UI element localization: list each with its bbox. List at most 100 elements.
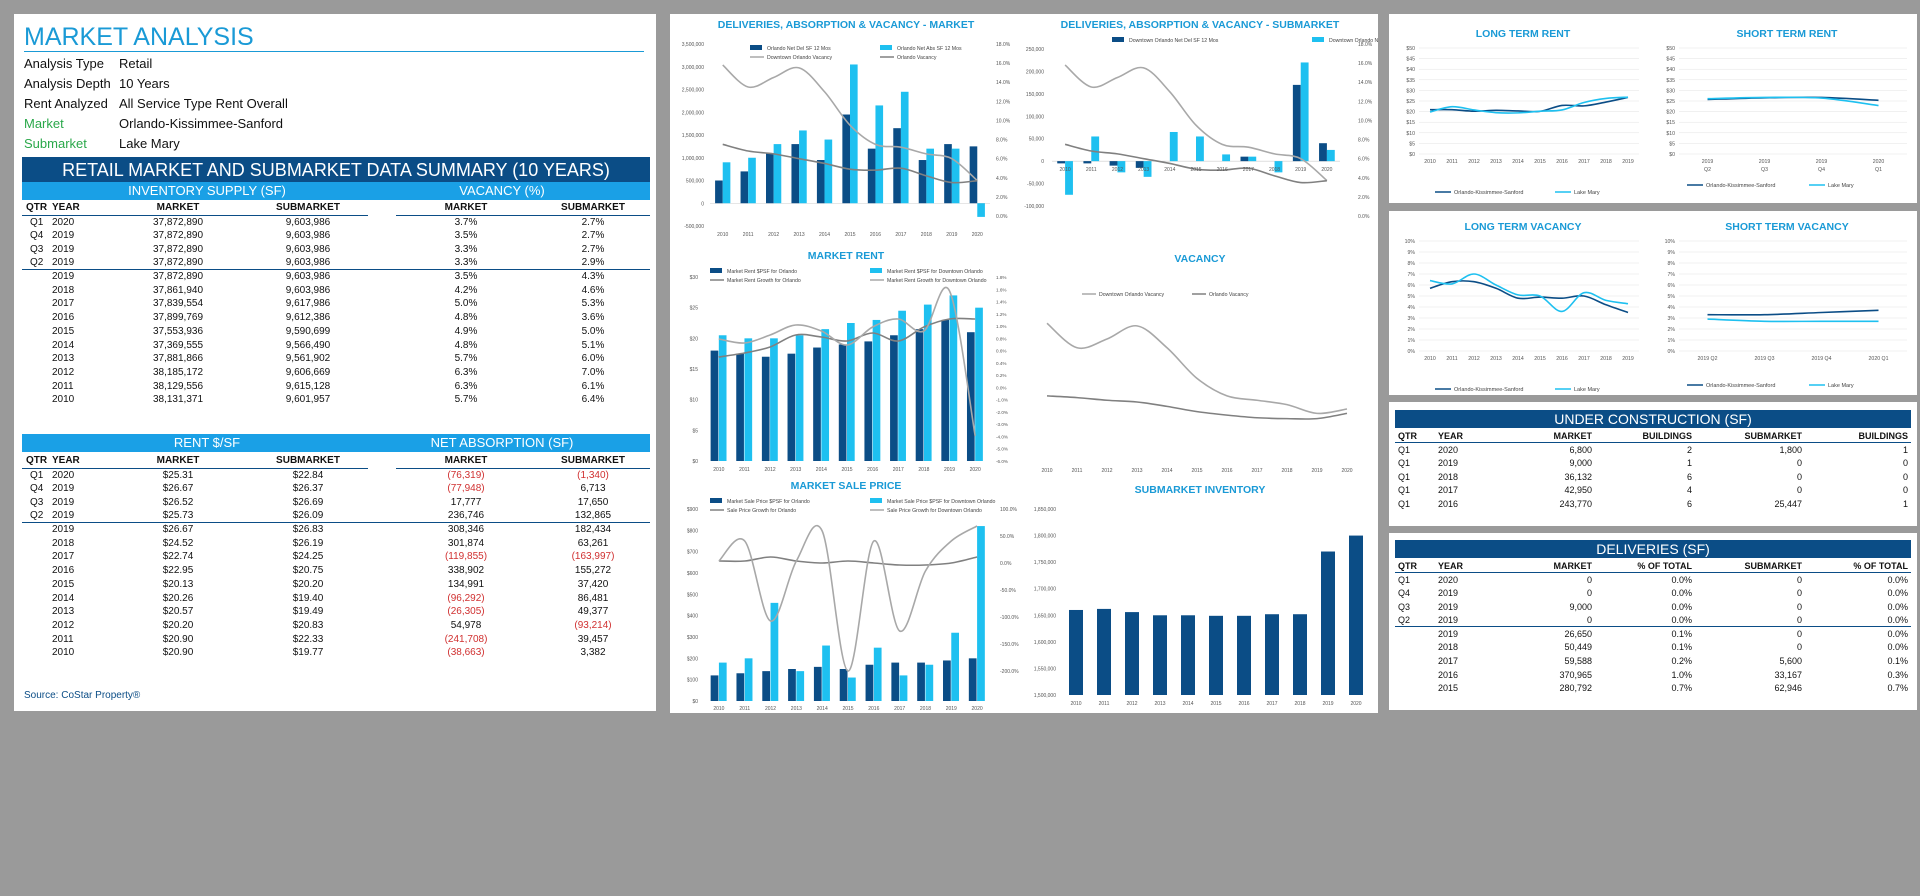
- bar-net-abs: [1248, 156, 1257, 162]
- table-cell: 0.2%: [1671, 655, 1692, 666]
- legend-swatch: [870, 268, 882, 273]
- x-tick-label: 2010: [1070, 701, 1081, 707]
- axis-tick-label: 1,800,000: [1034, 534, 1056, 540]
- axis-tick-label: 0.2%: [996, 373, 1006, 378]
- table-cell: Q1: [1398, 471, 1411, 482]
- axis-tick-label: 7%: [1668, 272, 1676, 278]
- table-cell: 6.3%: [454, 366, 478, 378]
- bar-net-abs: [1222, 154, 1231, 162]
- x-tick-label: 2019 Q4: [1812, 356, 1832, 362]
- axis-tick-label: $200: [687, 656, 698, 662]
- table-cell: $24.25: [292, 551, 324, 563]
- table-cell: 0: [1902, 457, 1908, 468]
- bar-net-del: [816, 160, 825, 204]
- column-header: SUBMARKET: [1695, 429, 1805, 444]
- table-cell: 182,434: [574, 524, 612, 536]
- x-tick-label: Q3: [1761, 167, 1768, 173]
- table-row: Q3 2019 $26.52 $26.69 17,777 17,650: [22, 495, 650, 509]
- table-cell: 9,612,386: [285, 312, 331, 324]
- bar-rent-downtown: [847, 323, 855, 461]
- meta-key: Rent Analyzed: [24, 96, 108, 111]
- table-cell: [1395, 681, 1435, 695]
- axis-tick-label: $700: [687, 550, 698, 556]
- bar-sale-orlando: [865, 664, 874, 701]
- table-cell: Q4: [30, 230, 44, 242]
- table-cell: 2019: [52, 230, 75, 242]
- column-header: BUILDINGS: [1805, 429, 1911, 444]
- meta-row: Analysis Depth 10 Years: [24, 74, 288, 94]
- table-cell: 2019: [1438, 601, 1459, 612]
- x-tick-label: 2017: [1251, 468, 1262, 474]
- x-tick-label: 2020: [1341, 468, 1352, 474]
- table-cell: 9,561,902: [285, 353, 331, 365]
- axis-tick-label: 1.4%: [996, 300, 1006, 305]
- bar-rent-orlando: [813, 347, 821, 461]
- bar-rent-downtown: [718, 335, 727, 461]
- table-cell: [22, 523, 48, 537]
- legend-swatch: [750, 45, 762, 50]
- column-header: YEAR: [48, 200, 108, 216]
- table-cell: $26.52: [162, 496, 194, 508]
- axis-tick-label: 6%: [1408, 283, 1416, 289]
- table-cell: 9,566,490: [285, 339, 331, 351]
- axis-tick-label: $10: [690, 398, 699, 404]
- chart-title-vacancy: VACANCY: [1174, 253, 1226, 265]
- table-cell: 0.0%: [1887, 642, 1908, 653]
- table-cell: 4.8%: [454, 312, 478, 324]
- legend-swatch: [1312, 37, 1324, 42]
- table-cell: 2019: [52, 510, 75, 522]
- table-cell: 37,881,866: [152, 353, 204, 365]
- table-cell: 2019: [52, 243, 75, 255]
- table-row: 2017 37,839,554 9,617,986 5.0% 5.3%: [22, 297, 650, 311]
- axis-tick-label: 100,000: [1026, 114, 1044, 120]
- column-header: MARKET: [108, 200, 248, 216]
- table-cell: 2015: [1438, 683, 1459, 694]
- x-tick-label: 2011: [1086, 167, 1097, 173]
- table-cell: 2013: [52, 606, 75, 618]
- table-cell: 0: [1902, 485, 1908, 496]
- bar-net-abs: [1196, 136, 1204, 162]
- bar-sale-orlando: [917, 662, 925, 701]
- column-header: SUBMARKET: [536, 453, 650, 469]
- bar-net-del: [918, 160, 927, 204]
- table-cell: 0.0%: [1887, 629, 1908, 640]
- table-cell: $26.69: [292, 496, 324, 508]
- x-tick-label: 2011: [739, 467, 750, 473]
- x-tick-label: 2020: [1350, 701, 1361, 707]
- axis-tick-label: 3%: [1668, 316, 1676, 322]
- table-cell: $20.83: [292, 619, 324, 631]
- page-title: MARKET ANALYSIS: [24, 23, 644, 52]
- axis-tick-label: $20: [1666, 110, 1675, 116]
- table-row: Q1 2020 37,872,890 9,603,986 3.7% 2.7%: [22, 215, 650, 229]
- x-tick-label: 2017: [1578, 356, 1590, 362]
- axis-tick-label: 12.0%: [996, 99, 1011, 105]
- axis-tick-label: 3%: [1408, 316, 1416, 322]
- x-tick-label: 2010: [717, 232, 728, 238]
- axis-tick-label: $35: [1406, 78, 1415, 84]
- axis-tick-label: 3,000,000: [682, 65, 704, 71]
- table-cell: $26.19: [292, 537, 324, 549]
- table-cell: 2017: [52, 551, 75, 563]
- table-cell: 2018: [52, 537, 75, 549]
- legend-label: Sale Price Growth for Orlando: [727, 508, 796, 514]
- x-tick-label: 2019: [1622, 159, 1634, 165]
- bar-sale-orlando: [710, 675, 719, 701]
- legend-label: Orlando Net Abs SF 12 Mos: [897, 46, 962, 52]
- axis-tick-label: $0: [692, 699, 698, 705]
- table-cell: 2015: [52, 325, 75, 337]
- axis-tick-label: 16.0%: [996, 61, 1011, 67]
- axis-tick-label: 0.0%: [1358, 214, 1370, 220]
- table-cell: Q3: [1398, 601, 1411, 612]
- line-orlando-vacancy: [1046, 395, 1348, 420]
- long-term-rent-chart: $50 $45 $40 $35 $30 $25 $20 $15 $10 $5 $0 2010 2011 2…: [1406, 46, 1639, 196]
- bar-net-del: [1057, 161, 1066, 164]
- x-tick-label: 2020: [970, 467, 981, 473]
- x-tick-label: 2019: [1622, 356, 1634, 362]
- bar-sale-downtown: [873, 647, 882, 701]
- table-cell: 243,770: [1559, 498, 1592, 509]
- axis-tick-label: -3.0%: [996, 422, 1008, 427]
- table-cell: Q3: [30, 496, 44, 508]
- bar-inventory: [1125, 612, 1139, 695]
- x-tick-label: 2014: [1512, 356, 1524, 362]
- legend-swatch: [1112, 37, 1124, 42]
